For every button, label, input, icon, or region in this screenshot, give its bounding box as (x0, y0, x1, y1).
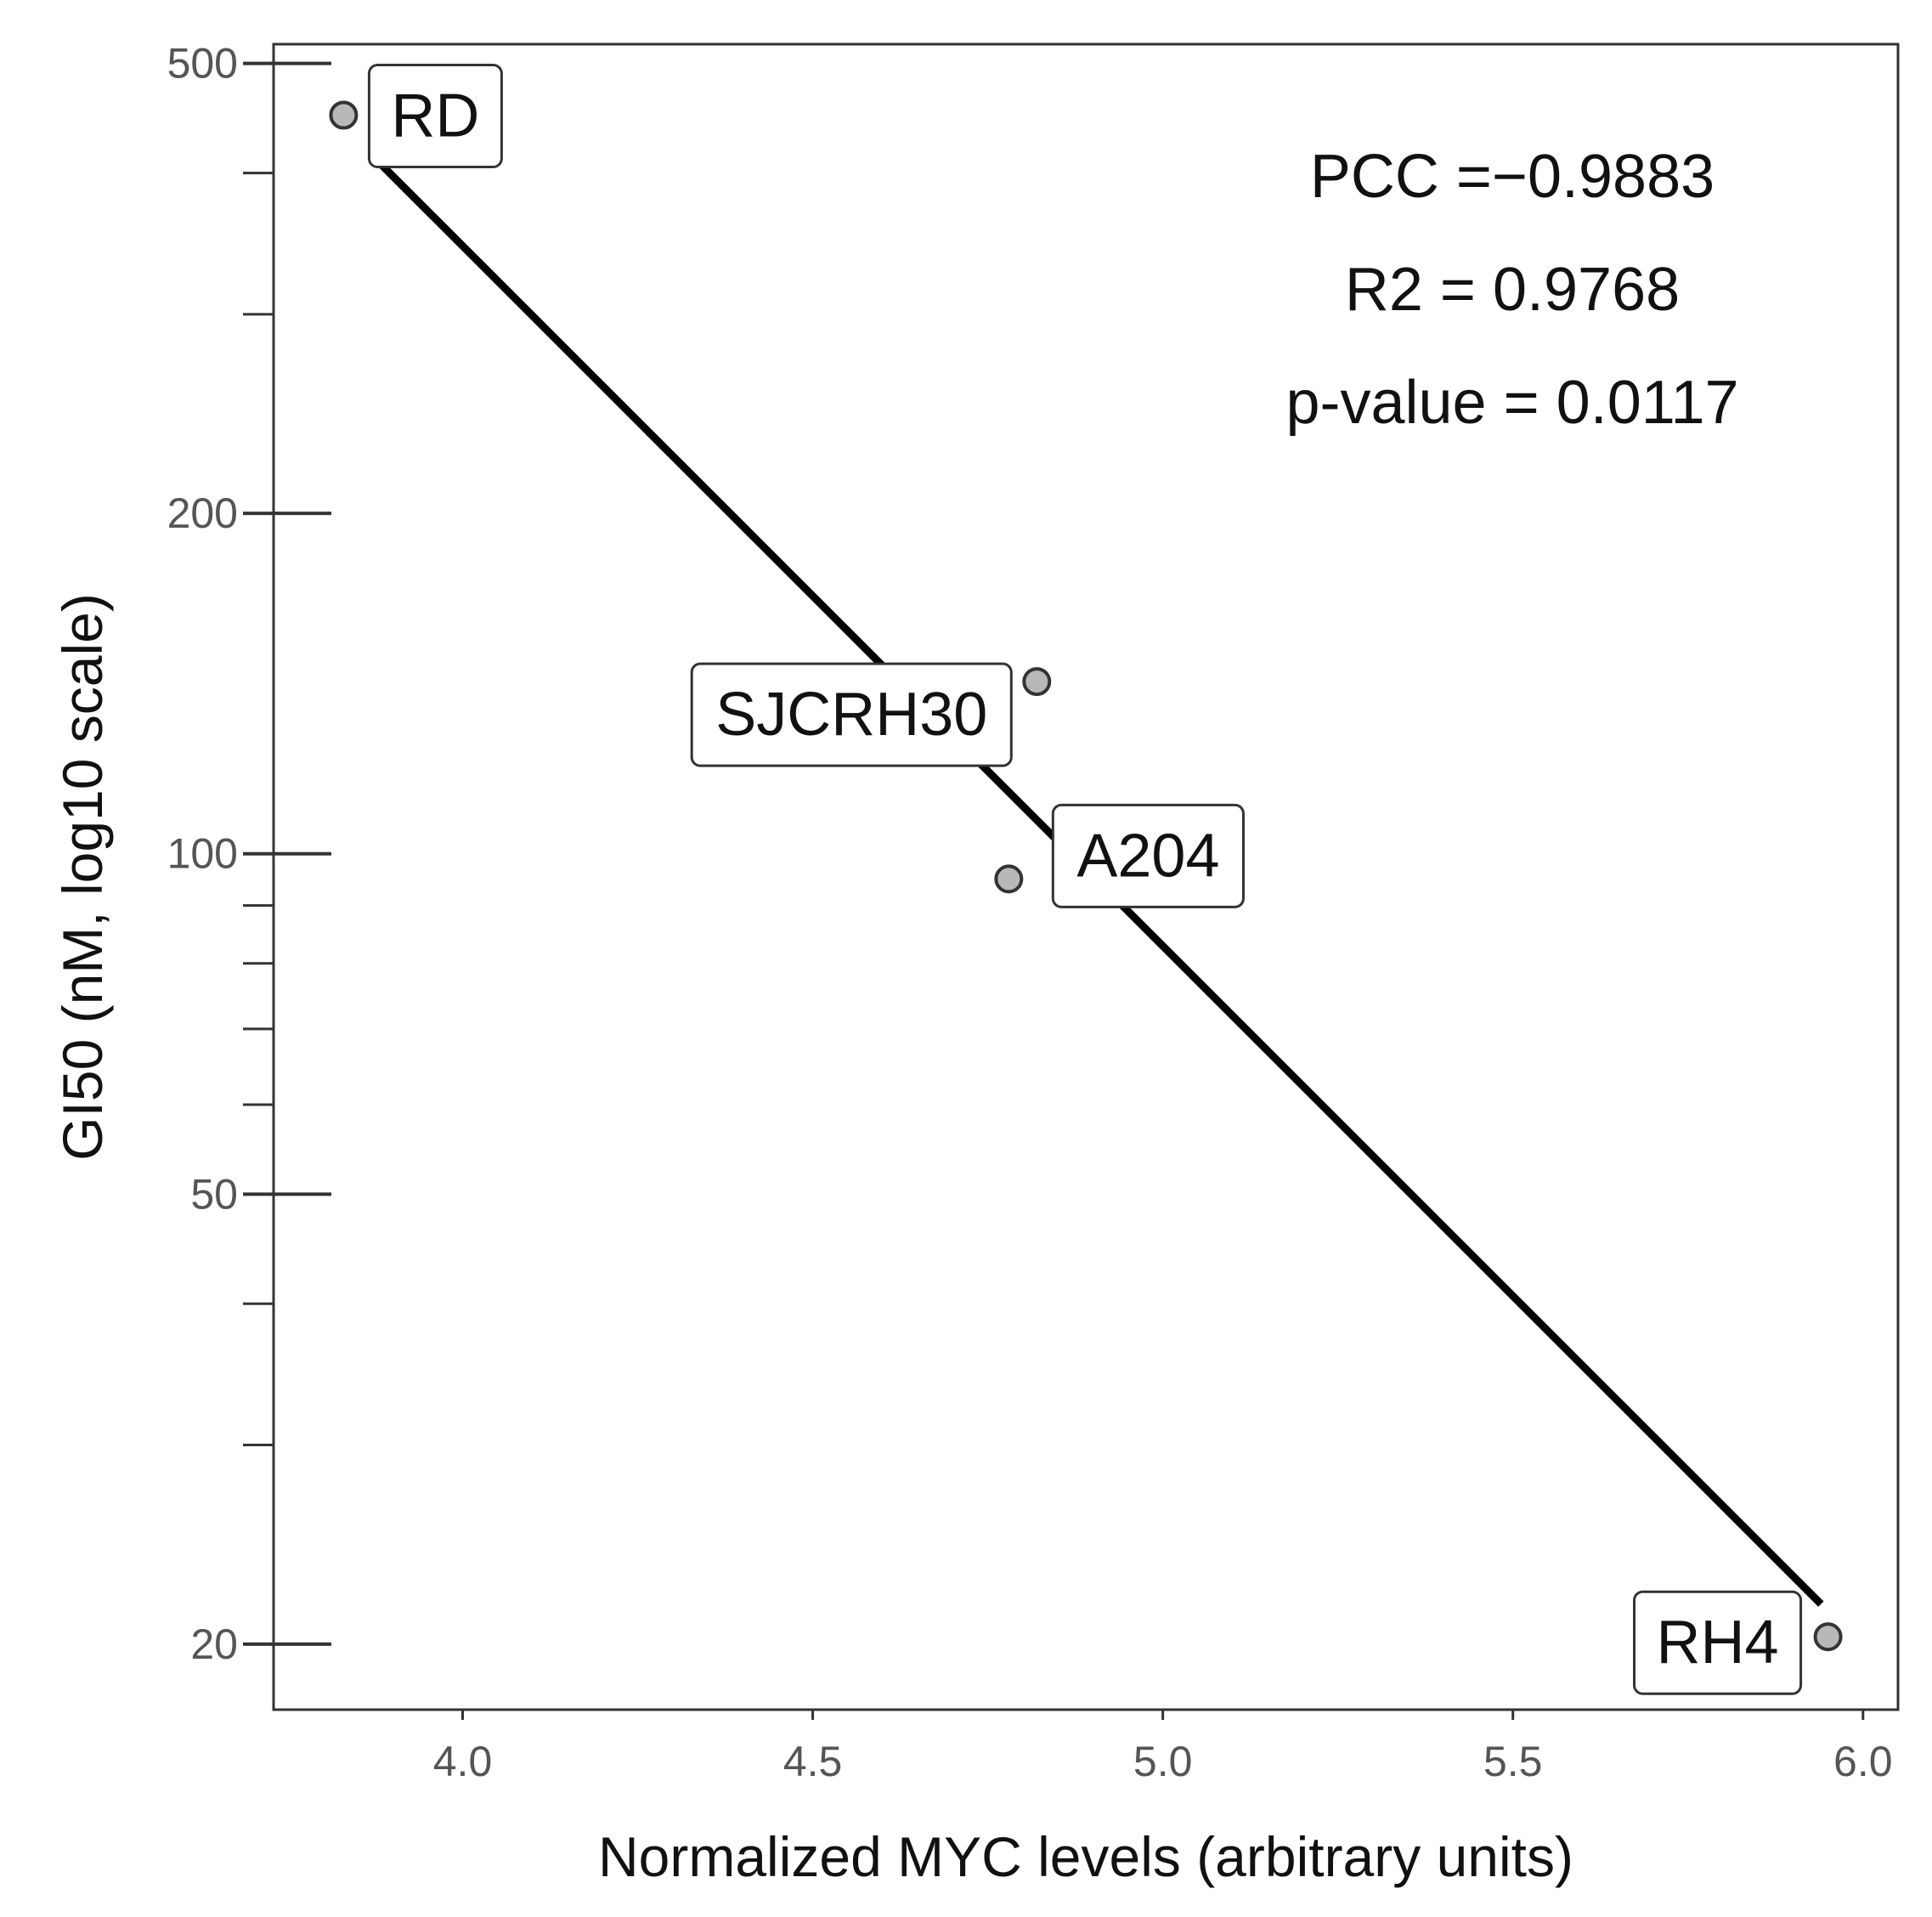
y-tick-label: 100 (167, 830, 238, 878)
y-axis-ticks: 20 50 100 200 500 (167, 40, 331, 1668)
x-tick-label: 6.0 (1833, 1738, 1893, 1785)
pcc-annotation: PCC =−0.9883 (1310, 143, 1715, 211)
x-tick-label: 5.0 (1133, 1738, 1193, 1785)
point-label-box (1633, 1590, 1803, 1695)
y-axis-title: GI50 (nM, log10 scale) (51, 593, 114, 1161)
point-label-text: SJCRH30 (715, 681, 987, 749)
point-label-box (690, 662, 1013, 767)
point-label-text: A204 (1076, 822, 1219, 890)
y-tick-label: 50 (190, 1170, 238, 1218)
point-label-box (1051, 803, 1246, 908)
data-point (1022, 667, 1052, 697)
x-axis-title: Normalized MYC levels (arbitrary units) (598, 1825, 1573, 1888)
point-label: A204 (1051, 803, 1246, 908)
point-label-box (367, 64, 503, 169)
y-tick-label: 500 (167, 40, 238, 88)
x-tick-label: 5.5 (1483, 1738, 1543, 1785)
x-axis-ticks: 4.0 4.5 5.0 5.5 6.0 (433, 1710, 1893, 1785)
r2-annotation: R2 = 0.9768 (1345, 256, 1680, 324)
point-label-layer: RD SJCRH30 A204 RH4 (367, 64, 1803, 1695)
x-tick-label: 4.5 (783, 1738, 843, 1785)
data-point (1813, 1622, 1843, 1652)
y-tick-label: 200 (167, 489, 238, 537)
data-point (329, 100, 359, 130)
data-point-layer (329, 100, 1843, 1652)
p-value-annotation: p-value = 0.0117 (1285, 369, 1738, 437)
y-tick-label: 20 (190, 1620, 238, 1668)
point-label: RH4 (1633, 1590, 1803, 1695)
point-label: RD (367, 64, 503, 169)
point-label: SJCRH30 (690, 662, 1013, 767)
data-point (994, 864, 1024, 894)
x-tick-label: 4.0 (433, 1738, 493, 1785)
point-label-text: RH4 (1657, 1609, 1779, 1677)
stats-annotation: PCC =−0.9883 R2 = 0.9768 p-value = 0.011… (1285, 143, 1738, 437)
point-label-text: RD (391, 82, 479, 150)
plot-panel (272, 42, 1900, 1711)
